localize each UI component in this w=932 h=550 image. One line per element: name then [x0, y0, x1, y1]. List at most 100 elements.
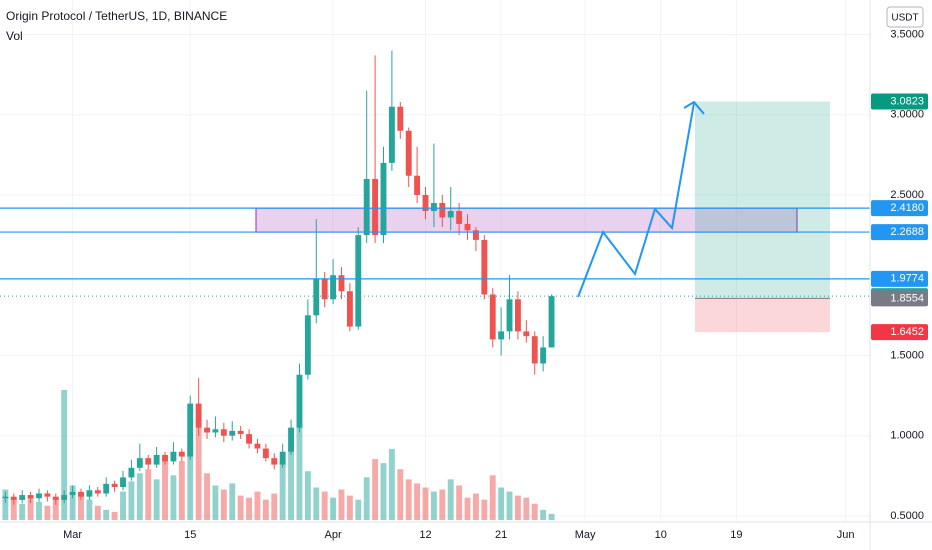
candle-body	[52, 496, 59, 500]
candle-body	[321, 278, 328, 300]
candle-body	[514, 299, 521, 332]
candle-body	[36, 493, 42, 499]
level-label: 3.0823	[890, 95, 924, 107]
candle-body	[481, 239, 488, 295]
y-tick-label: 3.5000	[890, 28, 924, 40]
y-tick-label: 3.0000	[890, 109, 924, 121]
candle-body	[103, 483, 110, 494]
candles	[2, 50, 555, 505]
candle-body	[338, 275, 345, 292]
volume-bar	[388, 448, 395, 520]
volume-bar	[145, 469, 152, 520]
candle-body	[531, 336, 538, 364]
candle-body	[279, 451, 286, 465]
level-label: 2.2688	[890, 226, 924, 238]
volume-bar	[19, 503, 26, 520]
x-tick-label: 10	[655, 529, 667, 541]
level-label-box	[871, 290, 928, 307]
volume-bar	[229, 483, 236, 520]
x-tick-label: 12	[419, 529, 431, 541]
volume-bar	[355, 499, 362, 520]
volume-bar	[288, 448, 295, 520]
level-label-box	[871, 200, 928, 217]
projection-arrowhead	[683, 100, 705, 115]
candle-body	[120, 477, 126, 488]
zones	[255, 101, 830, 333]
volume-bar	[262, 499, 269, 520]
volume-bar	[271, 493, 278, 520]
candle-body	[10, 496, 17, 500]
candle-body	[271, 458, 278, 465]
volume-bar	[430, 491, 437, 520]
y-tick-label: 1.5000	[890, 349, 924, 361]
volume-bar	[372, 459, 379, 520]
level-label-box	[871, 270, 928, 287]
candle-body	[380, 162, 387, 236]
volume-bar	[36, 501, 42, 520]
volume-bar	[498, 487, 505, 520]
candle-body	[111, 483, 118, 488]
y-tick-label: 1.0000	[890, 430, 924, 442]
candle-body	[439, 203, 446, 218]
candle-body	[489, 294, 496, 340]
candle-body	[506, 299, 513, 332]
volume-bar	[330, 497, 337, 520]
volume-bar	[44, 505, 51, 520]
volume-bar	[531, 503, 538, 520]
candle-body	[178, 451, 185, 457]
candle-body	[355, 235, 362, 327]
candle-body	[304, 315, 311, 375]
candle-body	[397, 106, 404, 131]
candle-body	[153, 454, 160, 465]
x-tick-label: Jun	[837, 529, 855, 541]
volume-bar	[78, 493, 84, 520]
candle-body	[430, 203, 437, 212]
volume-bar	[10, 497, 17, 520]
volume-bar	[523, 497, 530, 520]
candle-body	[330, 275, 337, 300]
candle-body	[296, 374, 303, 428]
currency-label: USDT	[891, 13, 918, 24]
candle-body	[145, 458, 152, 465]
volume-bar	[153, 479, 160, 520]
projection-path	[577, 102, 695, 298]
candle-body	[2, 496, 9, 499]
stop-zone	[695, 298, 830, 333]
y-tick-label: 0.5000	[890, 510, 924, 522]
candle-body	[86, 490, 93, 497]
candle-body	[94, 490, 101, 494]
candle-body	[187, 403, 194, 457]
currency-button[interactable]	[886, 6, 924, 28]
volume-bar	[540, 509, 547, 520]
candle-body	[61, 495, 68, 500]
volume-bar	[397, 469, 404, 520]
volume-bar	[94, 505, 101, 520]
level-label-box	[871, 324, 928, 341]
volume-bar	[204, 473, 210, 520]
volume-bar	[111, 511, 118, 520]
volume-bar	[237, 495, 244, 520]
volume-bar	[27, 495, 34, 520]
volume-bar	[86, 499, 93, 520]
volume-bar	[548, 513, 555, 520]
volume-bar	[61, 390, 68, 520]
level-label-box	[871, 224, 928, 241]
volume-bar	[321, 491, 328, 520]
x-tick-label: 15	[184, 529, 196, 541]
candle-body	[414, 175, 421, 195]
candle-body	[472, 230, 479, 240]
volume-bar	[422, 487, 429, 520]
candle-body	[162, 454, 168, 462]
volume-bar	[304, 471, 311, 520]
volume-bar	[380, 463, 387, 520]
candle-body	[128, 467, 135, 478]
candle-body	[313, 278, 320, 316]
candle-body	[246, 434, 252, 444]
volume-bar	[481, 499, 488, 520]
volume-bar	[187, 440, 194, 520]
x-tick-label: 21	[495, 529, 507, 541]
x-tick-label: May	[575, 529, 596, 541]
level-label: 1.9774	[890, 273, 924, 285]
candle-body	[388, 106, 395, 163]
volume-bar	[313, 487, 320, 520]
